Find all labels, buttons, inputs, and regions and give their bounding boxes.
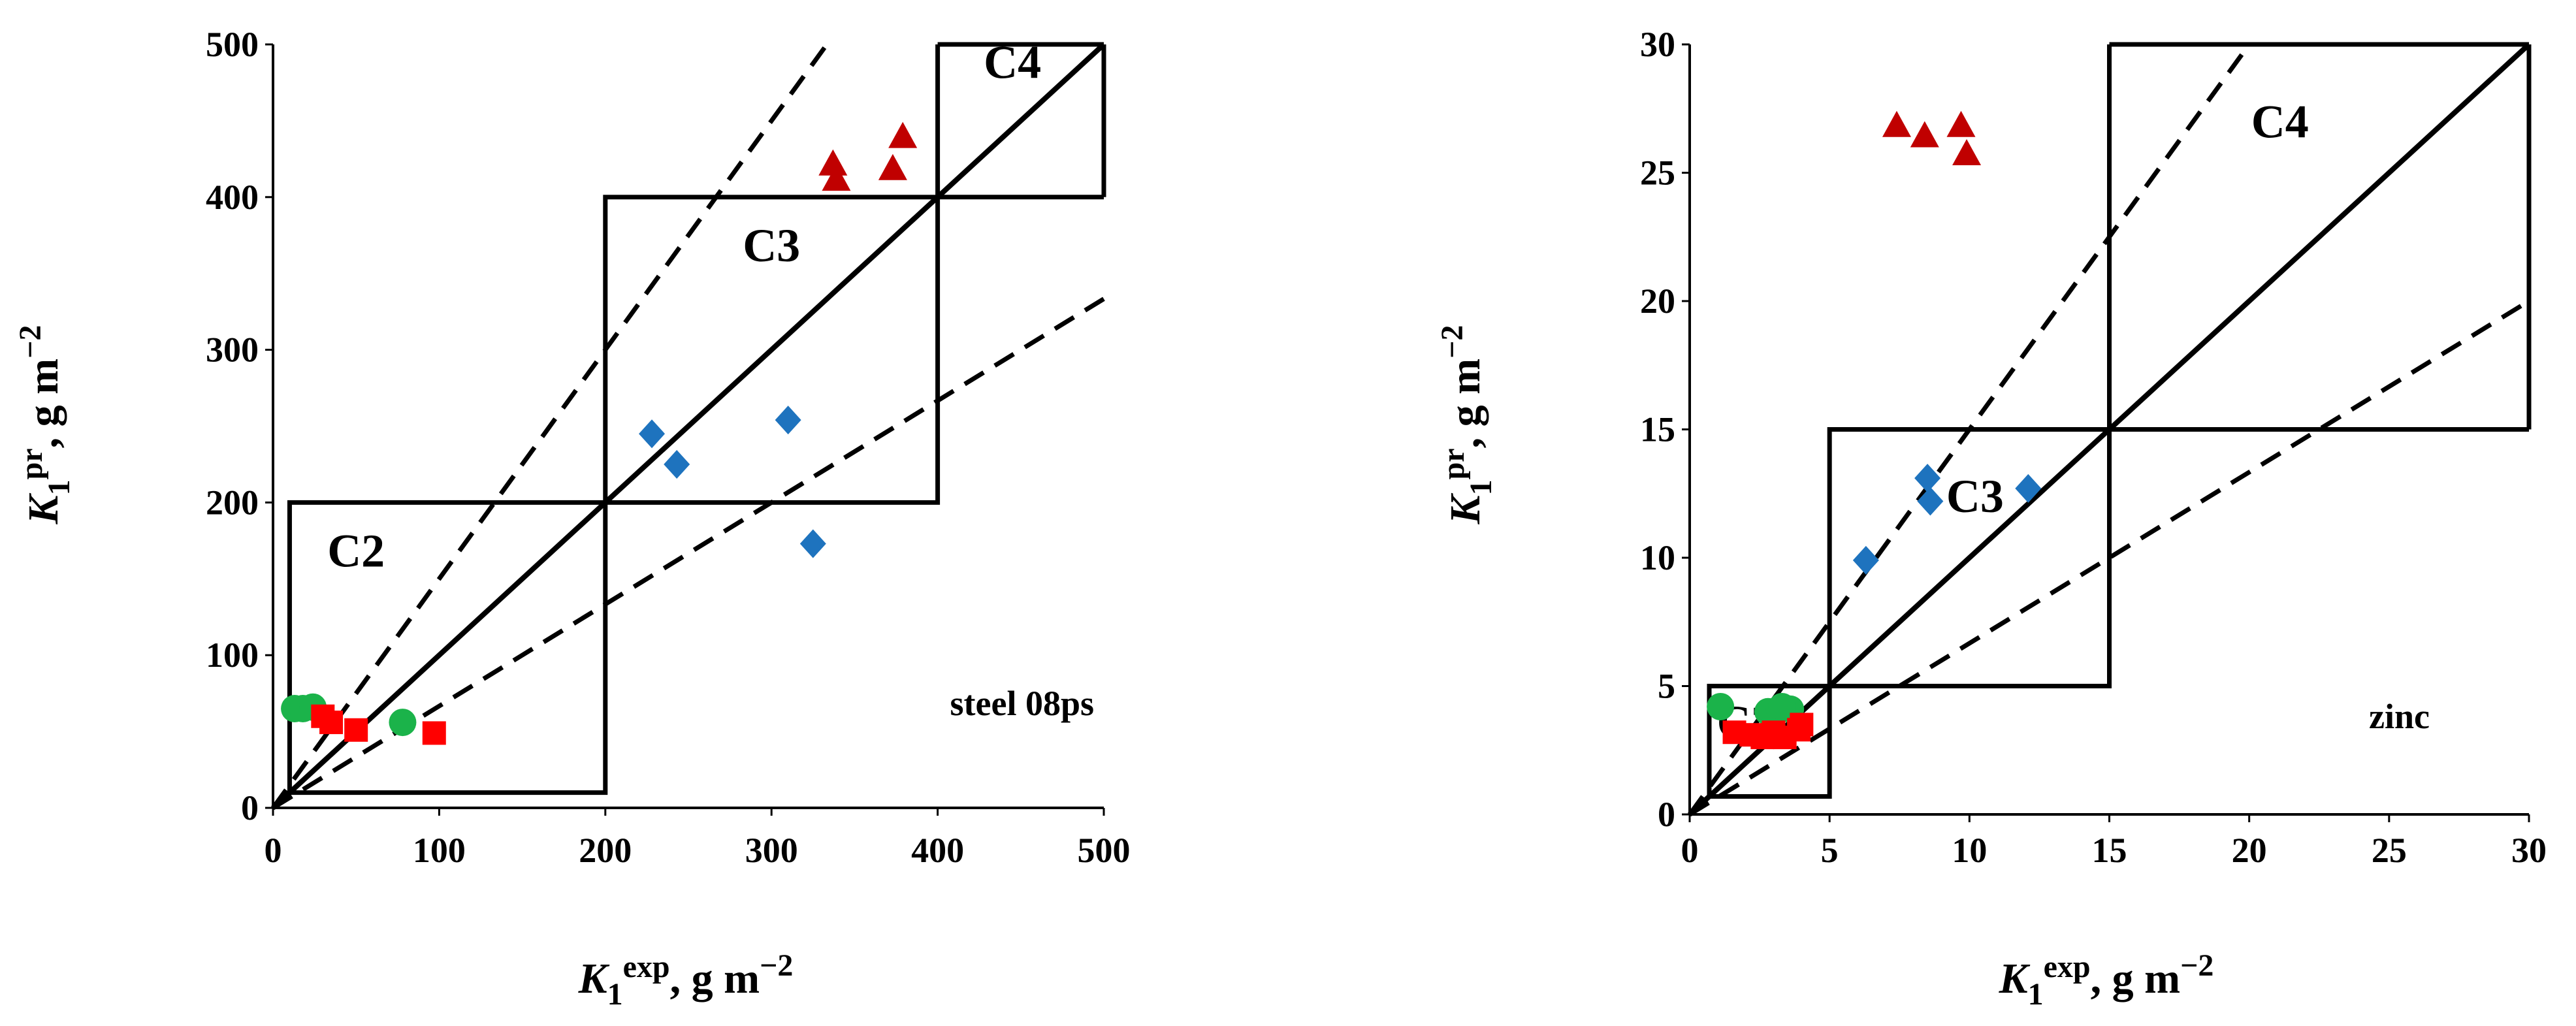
y-axis-label-part-3: , g m (20, 359, 67, 448)
reference-line-1-1 (271, 42, 1106, 810)
region-box-c2 (287, 500, 608, 795)
y-tick-label: 200 (206, 483, 259, 522)
y-tick-label: 500 (206, 25, 259, 64)
point-circle (1768, 692, 1796, 720)
y-axis-label-part-2: pr (1436, 448, 1471, 479)
point-square (422, 721, 446, 745)
point-square (319, 711, 344, 735)
x-axis-label-part-2: exp (2044, 950, 2091, 984)
y-tick-label: 15 (1640, 410, 1675, 449)
y-tick-label: 10 (1640, 538, 1675, 577)
region-box-c3 (603, 195, 941, 505)
y-tick-label: 0 (241, 788, 259, 827)
y-axis-label-part-1: 1 (1464, 479, 1498, 495)
x-tick-label: 0 (1681, 831, 1699, 870)
x-axis-label-part-4: −2 (760, 948, 793, 983)
x-tick-label: 20 (2232, 831, 2267, 870)
x-axis-label: K1exp, g m−2 (1999, 948, 2214, 1012)
x-tick-label: 0 (265, 831, 282, 870)
y-axis-label-part-3: , g m (1441, 359, 1489, 448)
y-tick-label: 0 (1658, 795, 1675, 834)
y-tick-label: 100 (206, 635, 259, 675)
point-triangle (888, 121, 918, 148)
point-square (1790, 713, 1814, 737)
y-axis-label-part-4: −2 (13, 325, 48, 359)
region-box-c3 (1827, 427, 2112, 688)
x-axis-label-part-0: K (578, 955, 610, 1002)
point-square (344, 718, 368, 742)
point-triangle (1882, 110, 1911, 137)
x-axis-label-part-4: −2 (2180, 948, 2214, 983)
region-label-c4: C4 (984, 37, 1041, 89)
point-diamond (1917, 487, 1944, 516)
point-diamond (1914, 464, 1941, 493)
x-tick-label: 5 (1821, 831, 1839, 870)
x-tick-label: 500 (1078, 831, 1131, 870)
x-tick-label: 15 (2092, 831, 2127, 870)
point-circle (389, 709, 417, 737)
chart-steel: C2 C3 C4 0 100 200 300 400 500 0 100 200 300 400 500 st… (13, 25, 1131, 1012)
x-axis-label-part-2: exp (623, 950, 670, 984)
x-tick-label: 10 (1952, 831, 1987, 870)
y-tick-label: 300 (206, 330, 259, 370)
point-diamond (664, 449, 690, 479)
x-tick-label: 400 (911, 831, 964, 870)
y-tick-label: 25 (1640, 153, 1675, 193)
point-diamond (775, 406, 801, 435)
region-label-c3: C3 (743, 219, 800, 272)
y-axis-label: K1pr, g m−2 (1435, 325, 1498, 525)
x-tick-label: 300 (745, 831, 798, 870)
y-axis-label-part-4: −2 (1435, 325, 1470, 359)
x-axis-label-part-3: , g m (670, 955, 760, 1002)
y-axis-label: K1pr, g m−2 (13, 325, 76, 525)
y-axis-label-part-0: K (20, 492, 67, 524)
point-diamond (2015, 473, 2042, 503)
x-tick-label: 200 (579, 831, 632, 870)
x-axis-label-part-1: 1 (2028, 977, 2044, 1012)
x-axis-label-part-1: 1 (607, 977, 623, 1012)
point-diamond (1852, 545, 1879, 575)
y-tick-label: 30 (1640, 25, 1675, 64)
region-label-c4: C4 (2251, 95, 2309, 148)
y-tick-label: 400 (206, 178, 259, 217)
x-tick-label: 30 (2511, 831, 2547, 870)
material-label: zinc (2369, 697, 2430, 736)
y-tick-label: 20 (1640, 281, 1675, 321)
point-diamond (639, 419, 666, 449)
point-diamond (799, 529, 826, 558)
y-tick-label: 5 (1658, 667, 1675, 706)
material-label: steel 08ps (950, 684, 1094, 723)
x-tick-label: 25 (2372, 831, 2407, 870)
reference-line-dashed-1 (271, 42, 829, 810)
y-axis-label-part-1: 1 (42, 479, 76, 495)
point-triangle (818, 149, 848, 176)
y-axis-label-part-2: pr (14, 448, 49, 479)
x-axis-label-part-3: , g m (2091, 955, 2180, 1002)
point-triangle (1946, 110, 1976, 137)
point-triangle (822, 165, 851, 191)
region-label-c3: C3 (1946, 470, 2004, 522)
point-circle (1707, 692, 1735, 720)
y-axis-label-part-0: K (1441, 492, 1489, 524)
chart-zinc: C2C3C4051015202530051015202530zincK1pr, … (1435, 25, 2547, 1012)
x-axis-label-part-0: K (1999, 955, 2031, 1002)
x-axis-label: K1exp, g m−2 (578, 948, 794, 1012)
region-box-c2 (1707, 684, 1832, 799)
point-triangle (1952, 138, 1982, 165)
x-tick-label: 100 (413, 831, 466, 870)
reference-line-dashed-2 (1688, 298, 2530, 816)
region-label-c2: C2 (327, 525, 385, 577)
point-triangle (878, 153, 907, 180)
point-triangle (1910, 121, 1939, 148)
